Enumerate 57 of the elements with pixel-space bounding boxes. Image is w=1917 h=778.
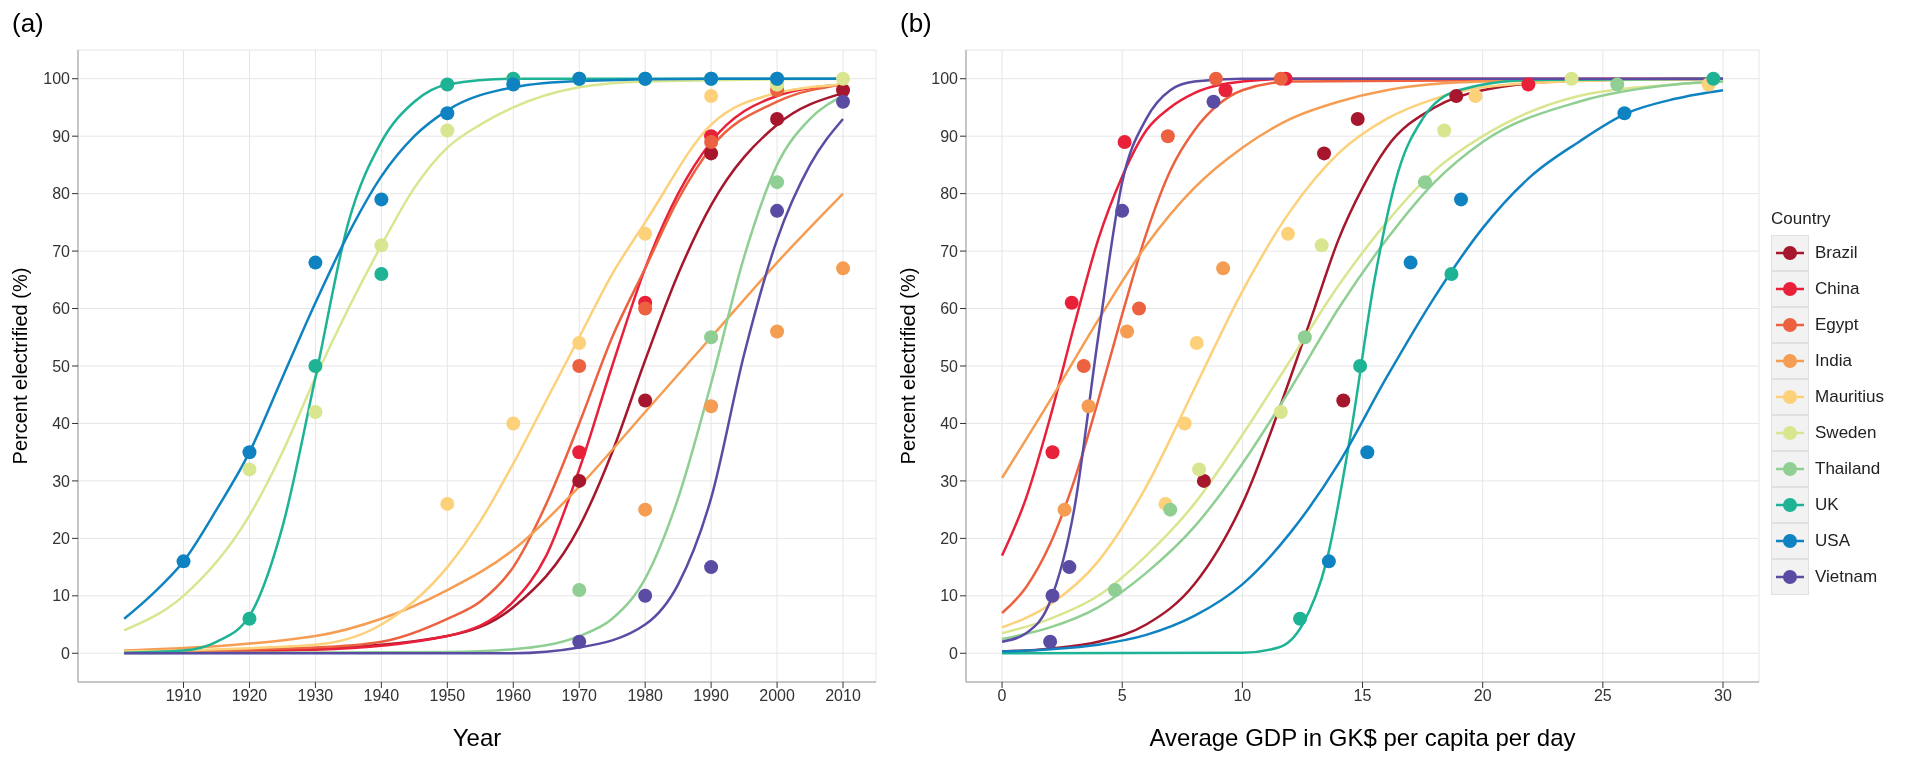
- y-tick-label: 40: [52, 415, 71, 433]
- y-tick-label: 50: [940, 357, 959, 375]
- chart-title: (b): [899, 8, 933, 40]
- x-tick-label: 0: [997, 687, 1007, 705]
- y-tick-label: 60: [940, 300, 959, 318]
- x-tick-label: 1970: [561, 687, 598, 705]
- x-tick-label: 2000: [759, 687, 795, 705]
- x-tick-label: 25: [1593, 687, 1612, 705]
- x-tick-label: 2010: [825, 687, 861, 705]
- x-tick-label: 1910: [165, 687, 202, 705]
- y-tick-label: 0: [61, 644, 71, 662]
- y-axis-title: Percent electrified (%): [9, 267, 32, 465]
- legend-label: USA: [1815, 531, 1850, 551]
- legend-label: Brazil: [1815, 243, 1858, 263]
- y-tick-label: 30: [52, 472, 71, 490]
- x-tick-label: 10: [1233, 687, 1252, 705]
- x-tick-label: 20: [1473, 687, 1492, 705]
- y-tick-label: 40: [940, 415, 959, 433]
- y-tick-label: 20: [52, 530, 71, 548]
- y-tick-label: 0: [949, 644, 959, 662]
- x-tick-label: 30: [1714, 687, 1732, 705]
- legend-label: UK: [1815, 495, 1839, 515]
- y-tick-label: 10: [940, 587, 959, 605]
- x-tick-label: 15: [1353, 687, 1372, 705]
- y-tick-label: 60: [52, 300, 71, 318]
- y-tick-label: 30: [940, 472, 959, 490]
- legend-title: Country: [1771, 209, 1832, 229]
- x-tick-label: 1940: [363, 687, 400, 705]
- x-tick-label: 1930: [297, 687, 334, 705]
- x-tick-label: 1990: [693, 687, 730, 705]
- y-tick-label: 100: [43, 70, 71, 88]
- x-axis-title: Year: [452, 724, 502, 751]
- legend-label: Mauritius: [1815, 387, 1884, 407]
- x-tick-label: 1980: [627, 687, 664, 705]
- legend-label: Thailand: [1815, 459, 1881, 479]
- y-tick-label: 50: [52, 357, 71, 375]
- y-tick-label: 100: [931, 70, 959, 88]
- legend-label: India: [1815, 351, 1852, 371]
- legend-label: Vietnam: [1815, 567, 1878, 587]
- y-tick-label: 70: [52, 242, 71, 260]
- y-tick-label: 80: [940, 185, 959, 203]
- y-tick-label: 90: [52, 127, 71, 145]
- x-axis-title: Average GDP in GK$ per capita per day: [1149, 724, 1576, 751]
- legend-label: China: [1815, 279, 1860, 299]
- y-axis-title: Percent electrified (%): [897, 267, 920, 465]
- x-tick-label: 1960: [495, 687, 532, 705]
- y-tick-label: 90: [940, 127, 959, 145]
- chart-title: (a): [11, 8, 45, 40]
- y-tick-label: 70: [940, 242, 959, 260]
- y-tick-label: 80: [52, 185, 71, 203]
- x-tick-label: 1950: [429, 687, 466, 705]
- y-tick-label: 10: [52, 587, 71, 605]
- legend-label: Egypt: [1815, 315, 1859, 335]
- y-tick-label: 20: [940, 530, 959, 548]
- x-tick-label: 1920: [231, 687, 268, 705]
- legend-label: Sweden: [1815, 423, 1877, 443]
- x-tick-label: 5: [1117, 687, 1127, 705]
